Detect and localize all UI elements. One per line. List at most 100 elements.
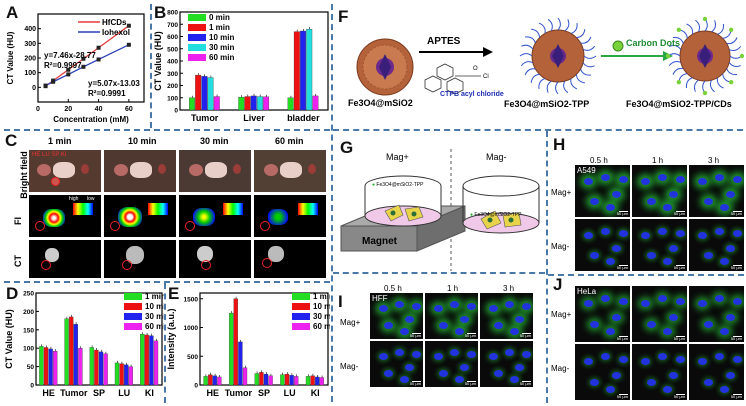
cell-nucleus bbox=[663, 386, 673, 393]
bar bbox=[73, 324, 78, 386]
chart-d: 0 50 100 150 200 250 CT Value (HU) HE Tumor SP LU K… bbox=[4, 291, 164, 399]
cell-nucleus bbox=[619, 175, 628, 183]
cell-nucleus bbox=[646, 197, 656, 205]
y-tick-label: 1500 bbox=[184, 296, 199, 303]
g-dish-label-right: ● Fe3O4@mSiO2-TPP bbox=[470, 212, 522, 218]
bar bbox=[124, 364, 129, 386]
organ-heart bbox=[264, 164, 278, 176]
cell-nucleus bbox=[378, 304, 388, 312]
scale-bar bbox=[619, 336, 628, 337]
cell-nucleus bbox=[394, 348, 404, 356]
polymer-chain bbox=[521, 44, 534, 50]
scale-bar bbox=[522, 381, 531, 382]
cell-nucleus bbox=[611, 314, 621, 321]
ct-signal bbox=[268, 246, 284, 262]
particle-fe3o4-msio2-tpp bbox=[519, 17, 597, 95]
scale-bar bbox=[522, 333, 531, 334]
cell-nucleus bbox=[589, 379, 599, 386]
polymer-chain bbox=[726, 68, 738, 76]
cell-nucleus bbox=[714, 353, 724, 361]
bar bbox=[244, 96, 251, 111]
micrograph: 50 μm bbox=[425, 293, 478, 339]
fi-1min: high low bbox=[29, 195, 101, 237]
scale-bar-label: 50 μm bbox=[616, 394, 628, 399]
panel-g-scheme bbox=[340, 149, 540, 271]
bar bbox=[263, 96, 270, 111]
cell-nucleus bbox=[606, 328, 616, 335]
legend-swatch bbox=[292, 293, 310, 300]
cell-nucleus bbox=[584, 232, 594, 239]
micrograph: 50 μm bbox=[689, 286, 744, 342]
cell-nucleus bbox=[720, 204, 730, 211]
y-tick-label: 1000 bbox=[184, 325, 199, 332]
legend-label: 10 min bbox=[145, 302, 164, 311]
cell-nucleus bbox=[384, 321, 394, 329]
y-tick-label: 400 bbox=[167, 59, 178, 66]
data-point bbox=[66, 72, 71, 77]
legend-swatch bbox=[124, 323, 142, 330]
x-tick-label: HE bbox=[42, 388, 55, 398]
bar bbox=[53, 350, 58, 386]
y-axis-label: CT Value (HU) bbox=[6, 31, 15, 84]
g-dish-label-left: ● Fe3O4@mSiO2-TPP bbox=[372, 182, 424, 188]
bar bbox=[306, 28, 313, 111]
scale-bar bbox=[733, 211, 742, 212]
particle-fe3o4-msio2 bbox=[356, 38, 414, 96]
cell-nucleus bbox=[720, 328, 730, 335]
bar bbox=[312, 95, 319, 111]
label-aptes: APTES bbox=[427, 36, 461, 47]
y-tick-label: 100 bbox=[24, 70, 36, 77]
j-row-mag-plus: Mag+ bbox=[551, 310, 572, 319]
cell-nucleus bbox=[733, 297, 742, 305]
bar bbox=[289, 375, 294, 386]
cell-nucleus bbox=[606, 204, 616, 211]
organ-kidney bbox=[233, 164, 241, 174]
cell-nucleus bbox=[611, 245, 621, 252]
arrow-carbon-dots bbox=[601, 40, 673, 61]
bar bbox=[238, 96, 245, 111]
ct-30min bbox=[179, 240, 251, 278]
bar bbox=[263, 373, 269, 386]
y-tick-label: 300 bbox=[24, 41, 36, 48]
x-tick-label: KI bbox=[311, 388, 320, 398]
divider-h-mid-left bbox=[4, 281, 330, 283]
scale-bar-label: 50 μm bbox=[409, 333, 421, 338]
divider-h-top-right bbox=[333, 129, 743, 131]
polymer-chain bbox=[672, 36, 684, 44]
y-tick-label: 800 bbox=[167, 10, 178, 17]
cell-nucleus bbox=[384, 369, 394, 377]
g-mag-minus-label: Mag- bbox=[486, 152, 507, 162]
scale-bar bbox=[412, 381, 421, 382]
panel-c-row-bright: Bright field bbox=[19, 151, 29, 199]
organ-kidney bbox=[158, 164, 166, 174]
legend-swatch bbox=[188, 54, 206, 61]
cell-nucleus bbox=[663, 328, 673, 335]
fi-colorbar bbox=[73, 203, 93, 215]
cell-nucleus bbox=[504, 300, 514, 308]
organ-heart bbox=[37, 164, 51, 176]
cell-nucleus bbox=[515, 316, 525, 323]
chart-b: 0 100 200 300 400 500 600 700 800 CT Value (HU) Tu… bbox=[153, 10, 329, 123]
data-point bbox=[51, 79, 56, 84]
cell-nucleus bbox=[641, 358, 651, 365]
scale-bar-label: 50 μm bbox=[464, 333, 476, 338]
y-tick-label: 200 bbox=[24, 56, 36, 63]
panel-f-scheme: O Cl bbox=[356, 16, 745, 96]
cell-nucleus bbox=[412, 302, 422, 310]
x-tick-label: bladder bbox=[287, 113, 320, 123]
tumor-circle bbox=[185, 221, 195, 231]
bar bbox=[208, 374, 213, 386]
i-time-1: 0.5 h bbox=[384, 284, 402, 293]
micrograph: 50 μm bbox=[689, 165, 744, 217]
cell-nucleus bbox=[725, 314, 735, 321]
cell-nucleus bbox=[522, 302, 532, 310]
divider-h-right-mid bbox=[548, 274, 744, 276]
polymer-chain bbox=[575, 74, 585, 84]
cell-nucleus bbox=[488, 304, 498, 312]
i-time-3: 3 h bbox=[503, 284, 515, 293]
polymer-chain bbox=[686, 23, 694, 35]
polymer-chain bbox=[547, 18, 553, 32]
cell-nucleus bbox=[433, 304, 443, 312]
h-time-1: 0.5 h bbox=[590, 156, 608, 165]
bar bbox=[315, 376, 320, 386]
